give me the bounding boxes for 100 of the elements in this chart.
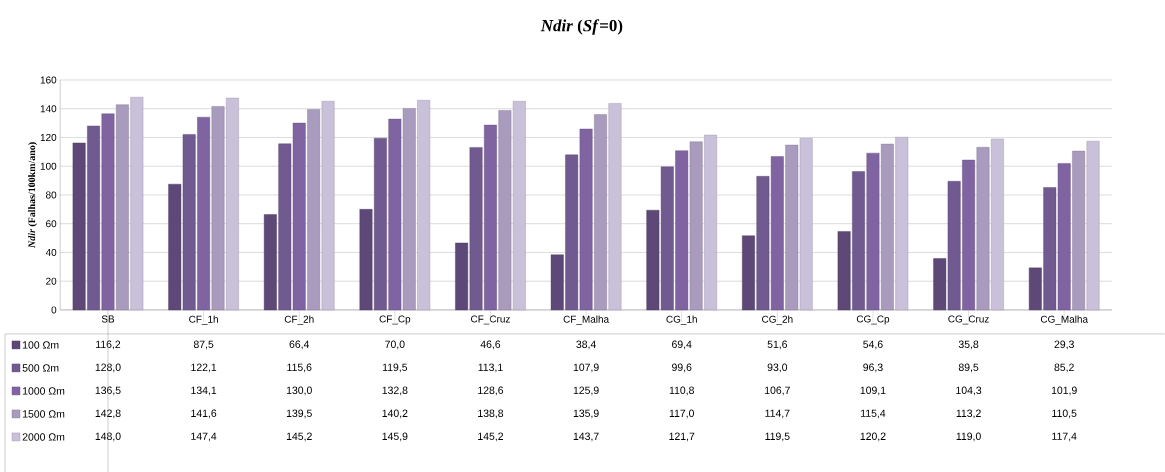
bar — [608, 103, 622, 311]
data-label: 132,8 — [382, 386, 408, 396]
bar — [991, 138, 1004, 311]
bar — [226, 97, 239, 311]
legend-label: 1000 Ωm — [23, 387, 65, 395]
bar — [660, 166, 674, 311]
x-tick-label: CG_Malha — [1040, 315, 1088, 325]
bar — [594, 114, 607, 311]
y-tick-label: 100 — [40, 162, 57, 170]
data-label: 106,7 — [765, 386, 790, 396]
bar — [402, 108, 416, 311]
bar — [947, 181, 961, 311]
y-tick-label: 140 — [40, 105, 57, 113]
chart-title: Ndir (Sf=0) — [540, 19, 623, 35]
bar — [359, 209, 373, 311]
bar — [866, 152, 880, 311]
data-label: 66,4 — [289, 340, 310, 350]
data-label: 70,0 — [385, 340, 405, 350]
data-label: 138,8 — [478, 409, 504, 419]
bar — [1086, 140, 1100, 311]
bar — [837, 231, 851, 311]
data-label: 115,6 — [287, 363, 312, 373]
bar — [263, 214, 277, 311]
bar — [704, 134, 717, 311]
x-tick-label: CG_Cp — [856, 315, 890, 325]
data-label: 110,8 — [669, 386, 694, 396]
bar — [116, 104, 129, 311]
x-tick-label: CG_2h — [762, 315, 793, 325]
bar — [1057, 163, 1071, 311]
legend-label: 100 Ωm — [23, 341, 59, 349]
data-label: 143,7 — [573, 432, 599, 442]
data-label: 136,5 — [95, 386, 121, 396]
bar — [455, 242, 469, 311]
data-label: 148,0 — [95, 432, 121, 442]
data-label: 125,9 — [573, 386, 599, 396]
data-label: 119,0 — [956, 432, 981, 442]
data-label: 119,5 — [765, 432, 790, 442]
bar — [1043, 187, 1057, 311]
data-label: 109,1 — [860, 386, 886, 396]
data-label: 93,0 — [767, 363, 788, 373]
data-label: 120,2 — [860, 432, 886, 442]
data-label: 110,5 — [1052, 409, 1077, 419]
bar — [484, 124, 497, 311]
bar — [675, 150, 689, 311]
x-tick-label: CF_Cruz — [471, 315, 510, 325]
bar — [72, 142, 86, 311]
data-label: 115,4 — [861, 409, 886, 419]
bar — [211, 106, 225, 311]
data-label: 147,4 — [191, 432, 217, 442]
bar — [880, 143, 894, 311]
bar — [101, 113, 115, 311]
bar — [742, 235, 755, 311]
data-label: 142,8 — [95, 409, 121, 419]
y-tick-label: 120 — [40, 133, 57, 141]
bar — [565, 154, 579, 311]
y-tick-label: 60 — [46, 220, 57, 228]
data-label: 54,6 — [863, 340, 883, 350]
y-tick-label: 80 — [46, 191, 57, 199]
bar — [646, 209, 660, 311]
data-label: 145,2 — [286, 432, 312, 442]
y-tick-label: 160 — [40, 76, 57, 84]
data-label: 117,0 — [669, 409, 694, 419]
bar — [512, 101, 526, 311]
bar — [168, 183, 182, 311]
bar — [852, 171, 865, 311]
bar — [307, 109, 321, 311]
bar — [130, 96, 144, 311]
bar — [770, 156, 784, 311]
bar — [689, 141, 703, 311]
data-label: 134,1 — [191, 386, 217, 396]
bar — [550, 254, 564, 311]
data-label: 114,7 — [765, 409, 790, 419]
x-tick-label: CF_Cp — [379, 315, 411, 325]
x-tick-label: CG_Cruz — [948, 315, 989, 325]
bar — [785, 144, 799, 311]
bar — [962, 159, 975, 311]
bar — [933, 258, 947, 311]
data-label: 145,2 — [478, 432, 504, 442]
data-label: 35,8 — [958, 340, 979, 350]
data-label: 38,4 — [576, 340, 596, 350]
bar — [388, 118, 402, 311]
data-label: 107,9 — [573, 363, 599, 373]
y-tick-label: 40 — [45, 248, 57, 256]
legend-label: 1500 Ωm — [23, 410, 65, 418]
data-label: 85,2 — [1054, 363, 1074, 373]
x-tick-label: CF_1h — [189, 315, 218, 325]
data-label: 46,6 — [480, 340, 501, 350]
bar — [182, 134, 196, 311]
data-label: 130,0 — [286, 386, 312, 396]
y-tick-label: 0 — [51, 306, 57, 314]
bar — [417, 99, 431, 311]
data-label: 101,9 — [1051, 386, 1077, 396]
bar — [895, 136, 909, 311]
y-tick-label: 20 — [46, 277, 57, 285]
data-label: 116,2 — [96, 340, 121, 350]
y-axis-title: Ndir (Falhas/100km/ano) — [28, 142, 38, 249]
data-label: 121,7 — [669, 432, 695, 442]
bar — [756, 176, 770, 311]
data-label: 122,1 — [191, 363, 217, 373]
bar — [799, 137, 813, 311]
